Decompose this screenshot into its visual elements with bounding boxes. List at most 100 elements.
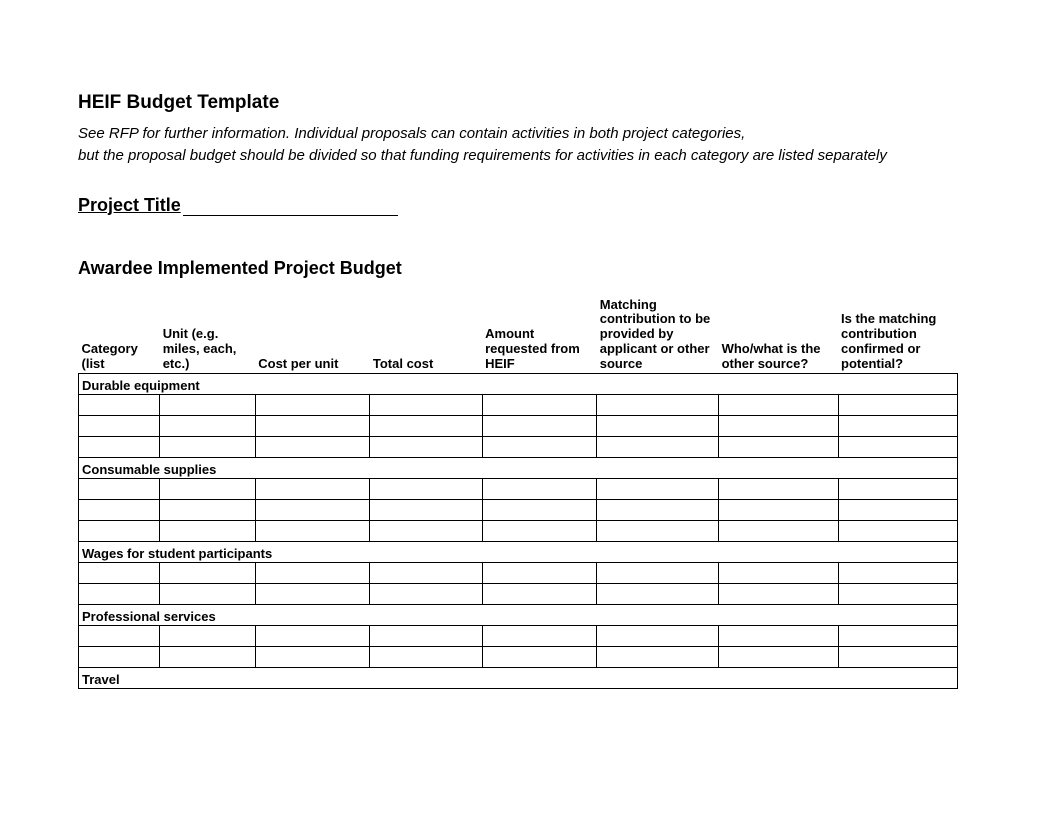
col-header-matching-contribution: Matching contribution to be provided by … <box>597 297 719 374</box>
table-cell <box>719 395 838 416</box>
table-cell <box>482 563 597 584</box>
section-label-cell: Wages for student participants <box>79 542 958 563</box>
table-cell <box>719 626 838 647</box>
col-header-cost-per-unit: Cost per unit <box>255 297 370 374</box>
table-cell <box>838 584 958 605</box>
table-cell <box>719 563 838 584</box>
table-cell <box>370 521 482 542</box>
table-cell <box>482 647 597 668</box>
table-cell <box>255 416 370 437</box>
budget-table-body: Durable equipment Consumable supplies Wa… <box>79 374 958 689</box>
table-cell <box>719 521 838 542</box>
section-label-cell: Consumable supplies <box>79 458 958 479</box>
table-cell <box>597 437 719 458</box>
table-row <box>79 395 958 416</box>
col-header-amount-requested: Amount requested from HEIF <box>482 297 597 374</box>
table-cell <box>79 521 160 542</box>
table-row <box>79 479 958 500</box>
table-cell <box>160 479 256 500</box>
table-cell <box>255 395 370 416</box>
table-cell <box>597 521 719 542</box>
table-row <box>79 647 958 668</box>
col-header-confirmed-potential: Is the matching contribution confirmed o… <box>838 297 958 374</box>
budget-table: Category (list Unit (e.g. miles, each, e… <box>78 297 958 690</box>
table-cell <box>160 395 256 416</box>
section-row: Travel <box>79 668 958 689</box>
table-cell <box>838 437 958 458</box>
table-cell <box>160 626 256 647</box>
table-cell <box>838 479 958 500</box>
table-cell <box>370 395 482 416</box>
section-heading: Awardee Implemented Project Budget <box>78 258 1057 279</box>
table-cell <box>370 563 482 584</box>
table-cell <box>719 584 838 605</box>
table-cell <box>482 584 597 605</box>
table-cell <box>838 563 958 584</box>
table-row <box>79 437 958 458</box>
table-cell <box>719 479 838 500</box>
table-cell <box>370 647 482 668</box>
subtitle-line-1: See RFP for further information. Individ… <box>78 124 1057 144</box>
table-cell <box>838 416 958 437</box>
table-cell <box>79 563 160 584</box>
table-cell <box>719 416 838 437</box>
project-title-label: Project Title <box>78 195 181 216</box>
table-cell <box>482 395 597 416</box>
col-header-other-source: Who/what is the other source? <box>719 297 838 374</box>
table-cell <box>597 584 719 605</box>
col-header-unit: Unit (e.g. miles, each, etc.) <box>160 297 256 374</box>
table-cell <box>79 647 160 668</box>
table-cell <box>79 395 160 416</box>
table-cell <box>255 563 370 584</box>
section-row: Wages for student participants <box>79 542 958 563</box>
table-cell <box>255 626 370 647</box>
table-row <box>79 500 958 521</box>
table-cell <box>370 437 482 458</box>
table-cell <box>160 416 256 437</box>
project-title-row: Project Title <box>78 195 1057 216</box>
table-cell <box>719 437 838 458</box>
section-row: Professional services <box>79 605 958 626</box>
section-label-cell: Travel <box>79 668 958 689</box>
table-cell <box>482 521 597 542</box>
table-cell <box>79 416 160 437</box>
table-row <box>79 521 958 542</box>
table-row <box>79 416 958 437</box>
table-cell <box>255 479 370 500</box>
table-cell <box>79 437 160 458</box>
table-cell <box>160 437 256 458</box>
table-cell <box>482 416 597 437</box>
table-cell <box>255 500 370 521</box>
subtitle-line-2: but the proposal budget should be divide… <box>78 146 1057 166</box>
table-cell <box>255 521 370 542</box>
table-cell <box>597 626 719 647</box>
main-title: HEIF Budget Template <box>78 92 1057 114</box>
table-cell <box>597 479 719 500</box>
table-cell <box>719 500 838 521</box>
table-row <box>79 584 958 605</box>
table-cell <box>838 500 958 521</box>
table-header-row: Category (list Unit (e.g. miles, each, e… <box>79 297 958 374</box>
table-cell <box>370 479 482 500</box>
project-title-blank-line <box>183 198 398 216</box>
section-row: Consumable supplies <box>79 458 958 479</box>
table-cell <box>79 500 160 521</box>
table-cell <box>255 437 370 458</box>
table-cell <box>719 647 838 668</box>
table-cell <box>482 437 597 458</box>
table-cell <box>160 521 256 542</box>
document-page: HEIF Budget Template See RFP for further… <box>0 0 1057 689</box>
table-cell <box>597 416 719 437</box>
section-label-cell: Durable equipment <box>79 374 958 395</box>
col-header-category: Category (list <box>79 297 160 374</box>
table-cell <box>838 626 958 647</box>
section-row: Durable equipment <box>79 374 958 395</box>
table-cell <box>597 395 719 416</box>
table-cell <box>597 647 719 668</box>
table-cell <box>79 584 160 605</box>
table-cell <box>370 416 482 437</box>
table-cell <box>838 521 958 542</box>
section-label-cell: Professional services <box>79 605 958 626</box>
table-cell <box>160 647 256 668</box>
table-cell <box>838 647 958 668</box>
